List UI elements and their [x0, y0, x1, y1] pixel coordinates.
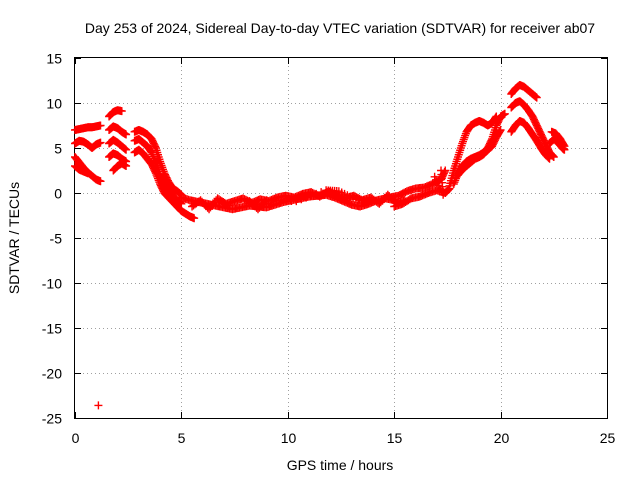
- x-tick-label: 15: [387, 430, 403, 446]
- series-arc-t: [454, 126, 505, 179]
- plus-marker: [261, 197, 270, 206]
- plus-marker: [458, 139, 467, 148]
- series-arc-d: [71, 162, 92, 178]
- plus-marker: [151, 142, 160, 151]
- plus-marker: [444, 185, 453, 194]
- y-tick-label: -20: [42, 366, 62, 382]
- y-tick-label: -15: [42, 321, 62, 337]
- plot-frame: [74, 57, 608, 419]
- y-tick-label: 15: [46, 51, 62, 67]
- series-arc-f: [105, 122, 131, 139]
- series-arc-v: [507, 97, 558, 161]
- plus-marker: [495, 127, 504, 136]
- plus-marker: [148, 150, 157, 159]
- plus-marker: [190, 214, 199, 223]
- series-arc-e: [105, 106, 126, 121]
- plus-marker: [317, 188, 326, 197]
- plus-marker: [560, 145, 569, 154]
- plus-marker: [122, 130, 131, 139]
- series-outlier: [94, 401, 103, 410]
- x-tick-label: 25: [600, 430, 616, 446]
- plus-marker: [292, 197, 301, 206]
- series-arc-o: [245, 186, 377, 214]
- x-tick-label: 20: [494, 430, 510, 446]
- x-tick-label: 5: [178, 430, 186, 446]
- x-tick-label: 0: [72, 430, 80, 446]
- plus-marker: [94, 401, 103, 410]
- plus-marker: [368, 198, 377, 206]
- plus-marker: [153, 174, 162, 183]
- series-arc-b: [71, 153, 105, 186]
- y-tick-label: -10: [42, 276, 62, 292]
- plus-marker: [122, 162, 131, 170]
- plus-marker: [307, 191, 316, 200]
- y-tick-label: 5: [54, 141, 62, 157]
- series-arc-g: [105, 135, 131, 154]
- series-arc-z: [430, 166, 448, 199]
- plus-marker: [96, 121, 105, 130]
- y-axis-title: SDTVAR / TECUs: [6, 182, 22, 294]
- y-axis: -25 -20 -15 -10 -5 0 5 10 15: [42, 51, 607, 427]
- series-arc-r: [445, 112, 501, 190]
- x-axis-title: GPS time / hours: [287, 457, 394, 473]
- y-tick-label: 10: [46, 96, 62, 112]
- chart-title: Day 253 of 2024, Sidereal Day-to-day VTE…: [85, 20, 595, 36]
- series-arc-w: [507, 117, 554, 163]
- plus-marker: [149, 152, 158, 161]
- plus-marker: [122, 145, 131, 154]
- plus-marker: [460, 133, 469, 142]
- series-arc-i: [109, 159, 131, 175]
- plus-marker: [151, 169, 160, 178]
- plus-marker: [154, 176, 163, 185]
- series-arc-l: [130, 145, 199, 223]
- plus-marker: [444, 186, 453, 194]
- plus-marker: [156, 157, 165, 166]
- plus-marker: [147, 148, 156, 157]
- plus-marker: [450, 178, 459, 187]
- plus-marker: [459, 137, 468, 146]
- plus-marker: [500, 109, 509, 118]
- plus-marker: [496, 126, 505, 134]
- y-tick-label: 0: [54, 186, 62, 202]
- plus-marker: [532, 93, 541, 102]
- plus-marker: [544, 153, 553, 162]
- series-arc-u: [507, 81, 541, 102]
- plus-marker: [302, 193, 311, 202]
- plus-marker: [297, 195, 306, 204]
- plus-marker: [451, 176, 460, 185]
- plus-marker: [544, 154, 553, 163]
- plus-marker: [83, 169, 92, 178]
- plus-marker: [430, 172, 439, 181]
- data-points: [71, 81, 569, 410]
- plus-marker: [156, 159, 165, 168]
- plus-marker: [459, 135, 468, 144]
- plus-marker: [461, 131, 470, 140]
- plus-marker: [152, 171, 161, 179]
- plus-marker: [153, 172, 162, 181]
- series-arc-j: [130, 126, 186, 199]
- x-tick-label: 10: [281, 430, 297, 446]
- plus-marker: [545, 154, 554, 163]
- series-arc-y: [545, 135, 569, 154]
- y-tick-label: -5: [50, 231, 63, 247]
- plus-marker: [449, 180, 458, 188]
- plus-marker: [96, 138, 105, 147]
- series-arc-a: [71, 121, 105, 134]
- plus-marker: [312, 189, 321, 198]
- x-axis: 0 5 10 15 20 25: [72, 58, 616, 446]
- y-tick-label: -25: [42, 411, 62, 427]
- plus-marker: [96, 177, 105, 186]
- series-arc-k: [130, 135, 186, 208]
- series-arc-c: [71, 136, 105, 152]
- plus-marker: [117, 107, 126, 116]
